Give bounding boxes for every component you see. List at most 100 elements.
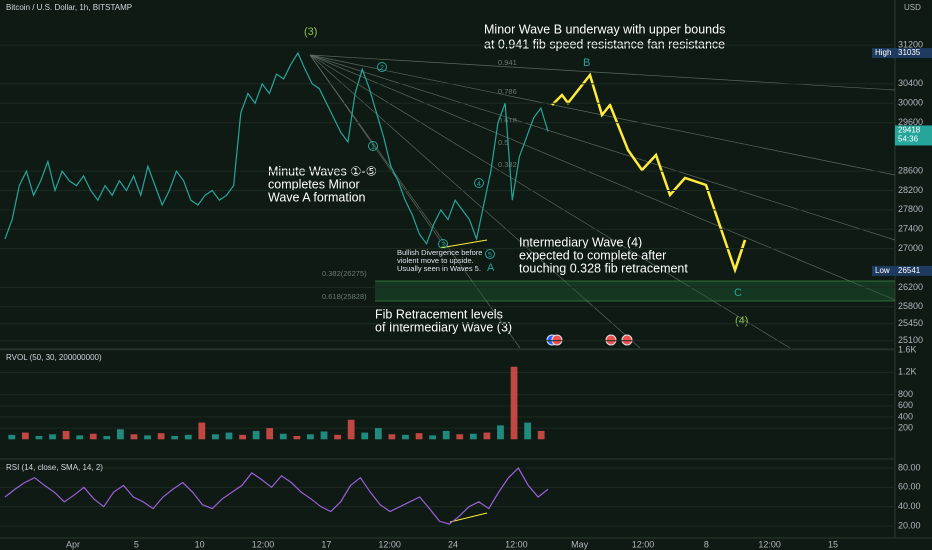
y-tick-label: 29600 bbox=[898, 117, 923, 127]
fan-level: 0.618 bbox=[498, 116, 517, 125]
bar bbox=[266, 428, 274, 440]
pane-title: RSI (14, close, SMA, 14, 2) bbox=[6, 463, 103, 472]
x-tick-label: May bbox=[571, 539, 589, 549]
x-tick-label: 12:00 bbox=[505, 539, 528, 549]
bar bbox=[334, 434, 341, 440]
bar bbox=[537, 430, 545, 440]
annotation: Wave A formation bbox=[268, 190, 366, 204]
bar bbox=[130, 434, 138, 440]
y-tick-label: 25450 bbox=[898, 318, 923, 328]
projection-path bbox=[551, 72, 747, 274]
x-tick-label: 24 bbox=[448, 539, 458, 549]
y-tick-label: 30000 bbox=[898, 98, 923, 108]
bar bbox=[497, 425, 504, 440]
y-tick-label: 20.00 bbox=[898, 520, 921, 530]
x-tick-label: 10 bbox=[195, 539, 205, 549]
bar bbox=[415, 433, 423, 440]
bar bbox=[157, 433, 165, 440]
bar bbox=[76, 435, 84, 440]
y-tick-label: 30400 bbox=[898, 78, 923, 88]
bar bbox=[469, 433, 477, 440]
wave-number: 2 bbox=[380, 65, 384, 72]
wave-label: A bbox=[487, 262, 495, 274]
fan-level: 0.382 bbox=[498, 160, 517, 169]
bar bbox=[483, 432, 491, 440]
wave-number: 4 bbox=[477, 181, 481, 188]
divergence-line bbox=[439, 239, 488, 249]
bar bbox=[212, 434, 219, 440]
bar bbox=[89, 433, 97, 440]
fan-level: 0.5 bbox=[498, 138, 508, 147]
bar bbox=[307, 434, 314, 440]
bar bbox=[402, 434, 409, 440]
y-tick-label: 27800 bbox=[898, 204, 923, 214]
bar bbox=[225, 432, 233, 440]
annotation: Intermediary Wave (4) bbox=[519, 235, 642, 249]
y-tick-label: 200 bbox=[898, 423, 913, 433]
bar bbox=[144, 435, 151, 440]
bar bbox=[35, 435, 43, 440]
annotation: at 0.941 fib speed resistance fan resist… bbox=[484, 37, 725, 51]
bar bbox=[374, 428, 382, 440]
wave-number: 3 bbox=[441, 242, 445, 249]
y-tick-label: 80.00 bbox=[898, 462, 921, 472]
y-tick-label: 27000 bbox=[898, 243, 923, 253]
x-tick-label: 5 bbox=[134, 539, 139, 549]
annotation: expected to complete after bbox=[519, 248, 666, 262]
wave-label: B bbox=[583, 57, 590, 69]
bar bbox=[116, 429, 124, 440]
bar bbox=[8, 434, 16, 440]
annotation: Fib Retracement levels bbox=[375, 307, 503, 321]
price-tag-value: 29418 bbox=[898, 126, 921, 135]
wave-number: 1 bbox=[371, 144, 375, 151]
bar bbox=[171, 435, 179, 440]
retracement-zone bbox=[375, 281, 895, 301]
price-tag bbox=[895, 125, 932, 146]
annotation: Usually seen in Waves 5. bbox=[397, 264, 481, 273]
bar bbox=[184, 434, 192, 440]
y-tick-label: 26200 bbox=[898, 282, 923, 292]
bar bbox=[62, 430, 70, 440]
bar bbox=[103, 435, 111, 440]
annotation: of Intermediary Wave (3) bbox=[375, 320, 512, 334]
bar bbox=[456, 434, 464, 440]
wave-number: 5 bbox=[488, 252, 492, 259]
price-tag bbox=[872, 48, 932, 59]
price-tag-value: 26541 bbox=[898, 266, 921, 275]
y-tick-label: 40.00 bbox=[898, 501, 921, 511]
bar bbox=[442, 430, 450, 440]
y-tick-label: 600 bbox=[898, 400, 913, 410]
price-tag-value: 31035 bbox=[898, 48, 921, 57]
annotation: violent move to upside. bbox=[397, 256, 474, 265]
annotation: Bullish Divergence before bbox=[397, 248, 482, 257]
y-tick-label: 1.6K bbox=[898, 344, 917, 354]
y-tick-label: 27400 bbox=[898, 224, 923, 234]
divergence-line bbox=[449, 512, 488, 523]
price-tag-label: Low bbox=[875, 266, 890, 275]
bar bbox=[279, 433, 287, 440]
x-tick-label: 12:00 bbox=[632, 539, 655, 549]
y-tick-label: 1.2K bbox=[898, 367, 917, 377]
y-tick-label: 25800 bbox=[898, 301, 923, 311]
y-tick-label: 25100 bbox=[898, 335, 923, 345]
bar bbox=[347, 419, 355, 440]
fan-level: 0.941 bbox=[498, 58, 517, 67]
wave-label: (3) bbox=[304, 26, 317, 38]
x-tick-label: Apr bbox=[66, 539, 80, 549]
bar bbox=[361, 432, 369, 440]
x-tick-label: 12:00 bbox=[758, 539, 781, 549]
bar bbox=[293, 435, 301, 440]
x-tick-label: 12:00 bbox=[378, 539, 401, 549]
currency: USD bbox=[904, 3, 921, 12]
bar bbox=[198, 422, 206, 440]
bar bbox=[524, 422, 532, 440]
wave-label: C bbox=[734, 287, 742, 299]
bar bbox=[320, 431, 328, 440]
y-tick-label: 31200 bbox=[898, 39, 923, 49]
bar bbox=[239, 434, 246, 440]
bar bbox=[49, 434, 56, 440]
annotation: completes Minor bbox=[268, 177, 360, 191]
y-tick-label: 400 bbox=[898, 411, 913, 421]
